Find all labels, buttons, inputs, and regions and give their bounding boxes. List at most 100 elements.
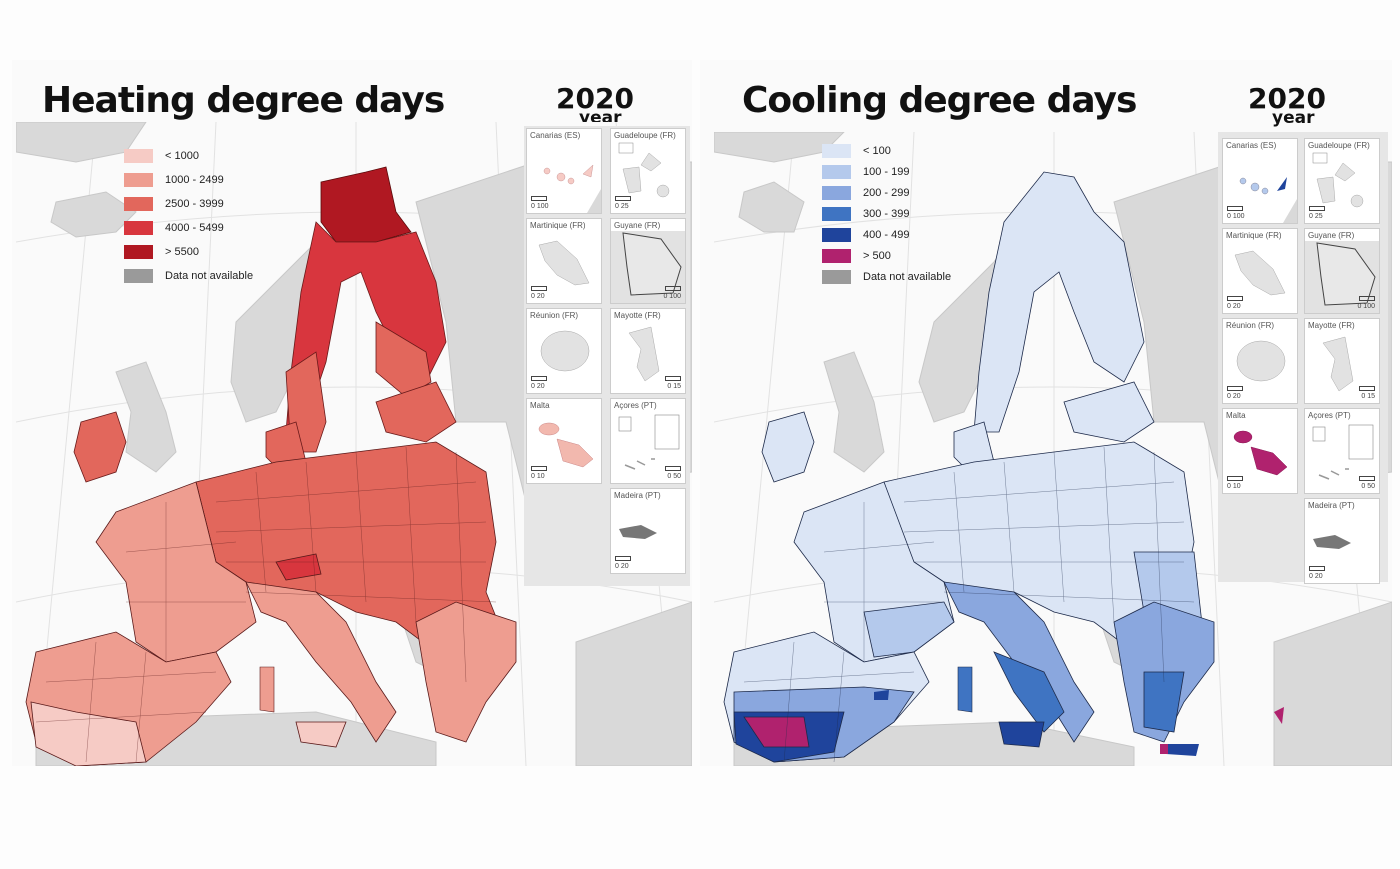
inset-scale: 0 10 xyxy=(1227,483,1241,490)
inset-scale: 0 100 xyxy=(1357,303,1375,310)
inset-scale: 0 20 xyxy=(1227,303,1241,310)
inset-guyane: Guyane (FR) 0 100 xyxy=(1304,228,1380,314)
legend-label: < 1000 xyxy=(165,150,199,162)
legend-swatch xyxy=(822,206,851,221)
inset-canarias: Canarias (ES) 0 100 xyxy=(1222,138,1298,224)
legend-swatch xyxy=(822,227,851,242)
inset-label: Açores (PT) xyxy=(1308,411,1351,420)
inset-label: Madeira (PT) xyxy=(614,491,661,500)
legend-swatch xyxy=(124,173,153,187)
inset-scale: 0 100 xyxy=(663,293,681,300)
inset-mayotte: Mayotte (FR) 0 15 xyxy=(1304,318,1380,404)
legend-item: 2500 - 3999 xyxy=(124,192,253,216)
cooling-degree-days-panel: Cooling degree days 2020 year xyxy=(700,60,1392,766)
inset-malta: Malta 0 10 xyxy=(1222,408,1298,494)
inset-martinique: Martinique (FR) 0 20 xyxy=(1222,228,1298,314)
inset-scale: 0 20 xyxy=(1227,393,1241,400)
legend-label: 400 - 499 xyxy=(863,228,910,241)
legend-item: 1000 - 2499 xyxy=(124,168,253,192)
legend-swatch xyxy=(822,185,851,200)
legend-label: 1000 - 2499 xyxy=(165,174,224,186)
inset-scale: 0 20 xyxy=(531,293,545,300)
inset-scale: 0 100 xyxy=(1227,213,1245,220)
legend-label: < 100 xyxy=(863,144,891,157)
inset-martinique: Martinique (FR) 0 20 xyxy=(526,218,602,304)
inset-label: Canarias (ES) xyxy=(530,131,581,140)
inset-scale: 0 50 xyxy=(1361,483,1375,490)
inset-scale: 0 20 xyxy=(615,563,629,570)
legend-item: < 1000 xyxy=(124,144,253,168)
legend-label: Data not available xyxy=(863,270,952,283)
legend-item: 400 - 499 xyxy=(822,224,951,245)
inset-label: Malta xyxy=(1226,411,1246,420)
legend-item: 100 - 199 xyxy=(822,161,951,182)
cooling-legend: < 100 100 - 199 200 - 299 300 - 399 400 … xyxy=(822,140,951,287)
inset-scale: 0 100 xyxy=(531,203,549,210)
legend-label: > 500 xyxy=(863,249,891,262)
inset-scale: 0 25 xyxy=(1309,213,1323,220)
cooling-choropleth-map: < 100 100 - 199 200 - 299 300 - 399 400 … xyxy=(714,132,1392,766)
inset-scale: 0 50 xyxy=(667,473,681,480)
inset-scale: 0 10 xyxy=(531,473,545,480)
inset-label: Guyane (FR) xyxy=(1308,231,1355,240)
inset-acores: Açores (PT) 0 50 xyxy=(610,398,686,484)
legend-label: Data not available xyxy=(165,270,254,282)
inset-label: Guyane (FR) xyxy=(614,221,661,230)
inset-label: Réunion (FR) xyxy=(530,311,579,320)
inset-guadeloupe: Guadeloupe (FR) 0 25 xyxy=(610,128,686,214)
inset-label: Guadeloupe (FR) xyxy=(614,131,676,140)
inset-label: Mayotte (FR) xyxy=(1308,321,1355,330)
inset-guyane: Guyane (FR) 0 100 xyxy=(610,218,686,304)
legend-item: Data not available xyxy=(822,266,951,287)
heating-legend: < 1000 1000 - 2499 2500 - 3999 4000 - 54… xyxy=(124,144,253,288)
inset-label: Martinique (FR) xyxy=(1226,231,1282,240)
inset-scale: 0 20 xyxy=(1309,573,1323,580)
inset-guadeloupe: Guadeloupe (FR) 0 25 xyxy=(1304,138,1380,224)
heating-degree-days-panel: Heating degree days 2020 year xyxy=(12,60,692,766)
inset-label: Açores (PT) xyxy=(614,401,657,410)
legend-label: 100 - 199 xyxy=(863,165,910,178)
legend-label: 2500 - 3999 xyxy=(165,198,224,210)
legend-item: 4000 - 5499 xyxy=(124,216,253,240)
heating-choropleth-map: < 1000 1000 - 2499 2500 - 3999 4000 - 54… xyxy=(16,122,692,766)
inset-canarias: Canarias (ES) 0 100 xyxy=(526,128,602,214)
legend-swatch xyxy=(822,269,851,284)
heating-inset-maps: Canarias (ES) 0 100 Guadeloupe (FR) 0 25 M… xyxy=(524,126,690,586)
inset-madeira: Madeira (PT) 0 20 xyxy=(610,488,686,574)
legend-label: 4000 - 5499 xyxy=(165,222,224,234)
inset-label: Malta xyxy=(530,401,550,410)
cooling-map-title: Cooling degree days xyxy=(742,80,1137,121)
inset-malta: Malta 0 10 xyxy=(526,398,602,484)
legend-item: 200 - 299 xyxy=(822,182,951,203)
legend-swatch xyxy=(822,164,851,179)
legend-swatch xyxy=(822,248,851,263)
heating-year: 2020 xyxy=(556,82,634,115)
inset-reunion: Réunion (FR) 0 20 xyxy=(526,308,602,394)
legend-item: Data not available xyxy=(124,264,253,288)
inset-scale: 0 25 xyxy=(615,203,629,210)
legend-item: > 500 xyxy=(822,245,951,266)
inset-label: Mayotte (FR) xyxy=(614,311,661,320)
legend-item: 300 - 399 xyxy=(822,203,951,224)
legend-swatch xyxy=(124,149,153,163)
legend-label: > 5500 xyxy=(165,246,199,258)
cooling-year-label: year xyxy=(1272,108,1315,128)
legend-item: > 5500 xyxy=(124,240,253,264)
legend-item: < 100 xyxy=(822,140,951,161)
cooling-year: 2020 xyxy=(1248,82,1326,115)
inset-label: Madeira (PT) xyxy=(1308,501,1355,510)
inset-scale: 0 20 xyxy=(531,383,545,390)
legend-swatch xyxy=(124,245,153,259)
legend-swatch xyxy=(124,221,153,235)
inset-scale: 0 15 xyxy=(1361,393,1375,400)
legend-swatch xyxy=(124,197,153,211)
inset-madeira: Madeira (PT) 0 20 xyxy=(1304,498,1380,584)
inset-mayotte: Mayotte (FR) 0 15 xyxy=(610,308,686,394)
heating-map-title: Heating degree days xyxy=(42,80,445,121)
legend-swatch xyxy=(124,269,153,283)
legend-label: 300 - 399 xyxy=(863,207,910,220)
inset-acores: Açores (PT) 0 50 xyxy=(1304,408,1380,494)
inset-scale: 0 15 xyxy=(667,383,681,390)
cooling-inset-maps: Canarias (ES) 0 100 Guadeloupe (FR) 0 25 M… xyxy=(1218,132,1388,584)
inset-label: Réunion (FR) xyxy=(1226,321,1275,330)
